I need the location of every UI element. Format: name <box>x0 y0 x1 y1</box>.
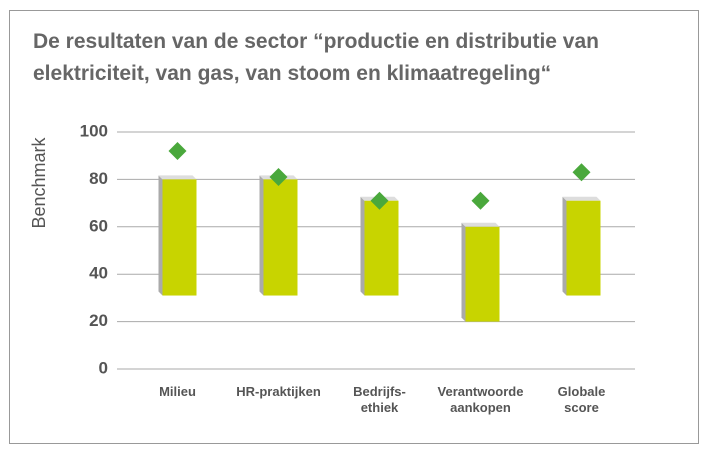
marker <box>269 168 288 187</box>
y-tick-label: 100 <box>80 121 108 140</box>
bar-top <box>158 175 197 180</box>
chart-title: De resultaten van de sector “productie e… <box>33 30 599 85</box>
bar <box>162 179 197 296</box>
bar-side <box>360 196 365 296</box>
y-tick-label: 60 <box>89 216 108 235</box>
y-axis-label: Benchmark <box>29 136 49 228</box>
bar <box>364 200 399 296</box>
marker <box>370 191 389 210</box>
marker <box>572 163 591 182</box>
x-tick-label: Globale score <box>557 384 606 415</box>
bar <box>465 226 500 322</box>
bar <box>263 179 298 296</box>
y-tick-label: 80 <box>89 169 108 188</box>
marker <box>168 141 187 160</box>
bar-side <box>562 196 567 296</box>
bar-side <box>158 175 163 296</box>
y-tick-label: 0 <box>99 358 108 377</box>
bar-side <box>259 175 264 296</box>
y-tick-label: 40 <box>89 264 108 283</box>
x-tick-label: Milieu <box>159 384 196 399</box>
bar-side <box>461 222 466 322</box>
marker <box>471 191 490 210</box>
bar-top <box>562 196 601 201</box>
bar <box>566 200 601 296</box>
x-tick-label: HR-praktijken <box>236 384 321 399</box>
x-tick-label: Bedrijfs- ethiek <box>353 384 406 415</box>
bar-top <box>461 222 500 227</box>
y-tick-label: 20 <box>89 311 108 330</box>
x-tick-label: Verantwoorde aankopen <box>437 384 524 415</box>
frame <box>9 10 699 444</box>
